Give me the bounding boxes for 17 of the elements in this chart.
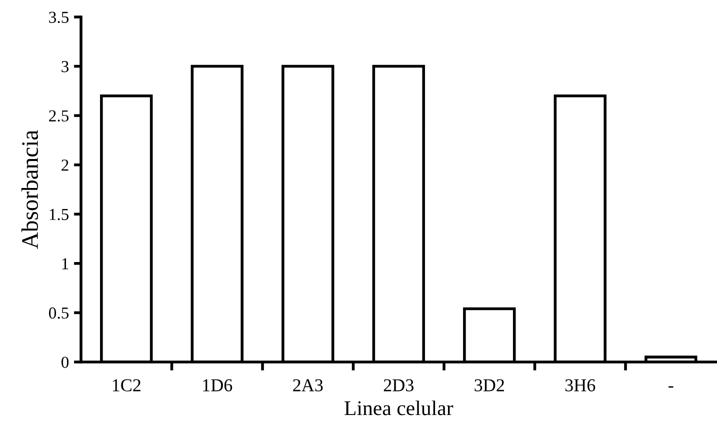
- x-tick-label: 3H6: [565, 379, 596, 392]
- x-tick-label: 2D3: [384, 379, 414, 392]
- y-tick-label: 2: [62, 160, 68, 171]
- y-axis-title: Absorbancia: [21, 130, 38, 249]
- y-tick-label: 1.5: [50, 208, 69, 220]
- x-tick-label: 1D6: [203, 379, 232, 392]
- y-tick-label: 3: [62, 61, 69, 72]
- x-tick-label: 2A3: [293, 379, 323, 392]
- y-tick-label: 0.5: [48, 307, 69, 319]
- x-tick-label: 1C2: [112, 379, 140, 392]
- x-axis-title: Linea celular: [344, 400, 454, 416]
- x-tick-label: 3D2: [474, 379, 504, 392]
- x-tick-label: -: [668, 386, 674, 388]
- y-tick-label: 2.5: [49, 110, 69, 122]
- y-tick-label: 3.5: [49, 12, 69, 24]
- y-tick-label: 0: [61, 356, 69, 368]
- y-tick-label: 1: [62, 258, 68, 270]
